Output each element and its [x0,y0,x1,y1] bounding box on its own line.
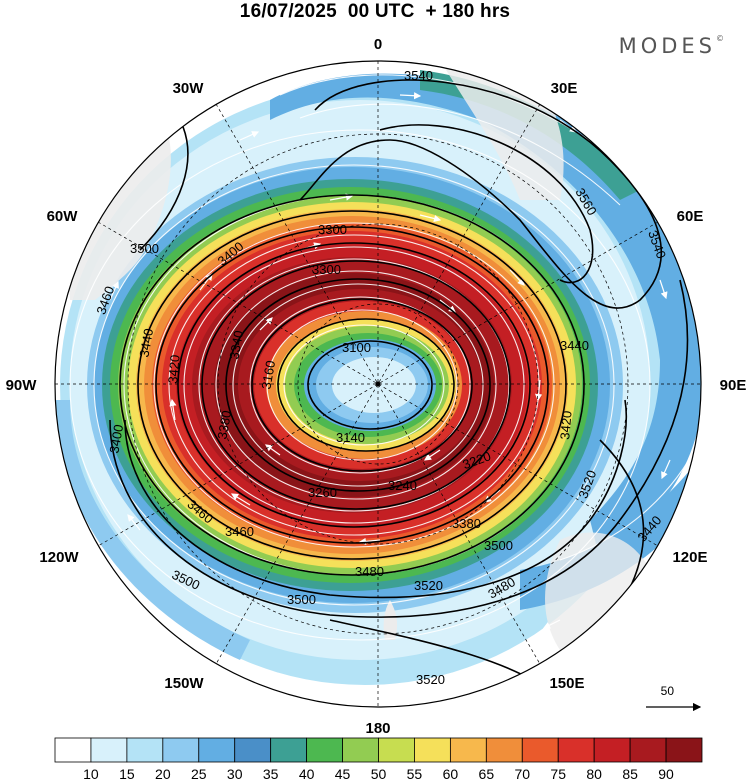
contour-label: 3500 [130,241,159,256]
colorbar-tick-label: 25 [191,766,207,782]
lon-label-90w: 90W [6,377,38,394]
colorbar-tick-label: 70 [514,766,530,782]
lon-label-150w: 150W [164,675,204,692]
colorbar-swatch [521,737,559,763]
colorbar-swatch [126,737,164,763]
map-boundary [54,60,702,708]
contour-label: 3420 [557,410,574,440]
contour-label: 3100 [342,340,371,355]
colorbar-swatch [485,737,523,763]
contour-label: 3440 [136,327,156,358]
colorbar-swatch [198,737,236,763]
lon-label-30w: 30W [173,80,205,97]
new-zealand-land [383,600,398,640]
polar-map: 3540 3560 3540 3500 3460 3440 3420 3400 … [6,36,747,737]
longitude-labels: 0 30W 30E 60W 60E 90W 90E 120W 120E 150W… [6,36,747,737]
contour-label: 3380 [214,409,234,440]
colorbar-tick-label: 40 [299,766,315,782]
contour-label: 3380 [452,516,481,531]
contour-label: 3500 [287,592,316,607]
colorbar-swatch [162,737,200,763]
colorbar-swatch [270,737,308,763]
lon-label-150e: 150E [549,675,584,692]
contour-label: 3500 [484,538,513,553]
lon-label-180: 180 [365,720,390,737]
colorbar-tick-label: 65 [479,766,495,782]
copyright-mark: © [716,34,724,43]
colorbar-swatch [378,737,415,763]
contour-label-layer: 3540 3560 3540 3500 3460 3440 3420 3400 … [93,68,669,687]
contour-label: 3520 [414,578,443,593]
lon-label-60w: 60W [47,208,79,225]
colorbar-swatch [342,737,379,763]
contour-label: 3520 [416,672,445,687]
colorbar-tick-label: 85 [622,766,638,782]
south-pole-marker [375,381,381,387]
colorbar-swatch [629,737,667,763]
colorbar-tick-label: 35 [263,766,279,782]
lon-label-0: 0 [374,36,382,53]
wind-speed-field [55,61,701,707]
chart-title: 16/07/2025 00 UTC + 180 hrs [239,1,511,22]
contour-label: 3140 [336,430,365,445]
contour-label: 3300 [312,262,341,277]
brand-name: MODES [618,34,716,58]
contour-label: 3300 [318,222,347,237]
colorbar-swatch [557,737,595,763]
contour-label: 3540 [404,68,433,83]
colorbar-tick-label: 55 [407,766,423,782]
colorbar-swatch [90,737,128,763]
colorbar-tick-labels: 10 15 20 25 30 35 40 45 50 55 60 65 70 75 80 85 90 [83,766,674,782]
colorbar-swatch [306,737,343,763]
contour-label: 3340 [226,329,246,360]
colorbar-swatch [593,737,631,763]
colorbar-tick-label: 80 [586,766,602,782]
colorbar-tick-label: 90 [658,766,674,782]
contour-label: 3420 [165,354,182,384]
colorbar-swatches [54,737,703,763]
colorbar-tick-label: 10 [83,766,99,782]
lon-label-120e: 120E [672,549,707,566]
colorbar-tick-label: 75 [550,766,566,782]
lon-label-120w: 120W [39,549,79,566]
graticule [55,61,701,707]
contour-label: 3480 [355,564,384,579]
colorbar-swatch [414,737,451,763]
colorbar-tick-label: 30 [227,766,243,782]
colorbar-swatch [665,737,703,763]
brand-logo: MODES© [619,34,724,58]
contour-label: 3460 [225,524,254,539]
colorbar-tick-label: 45 [335,766,351,782]
contour-label: 3400 [106,423,126,454]
colorbar-tick-label: 20 [155,766,171,782]
contour-label: 3440 [560,338,589,353]
colorbar-swatch [54,737,92,763]
colorbar-swatch [234,737,272,763]
colorbar: 10 15 20 25 30 35 40 45 50 55 60 65 70 75 80 85 90 [54,737,703,782]
lon-label-90e: 90E [720,377,747,394]
colorbar-tick-label: 60 [443,766,459,782]
contour-label: 3260 [308,485,337,500]
contour-label: 3160 [258,359,278,390]
colorbar-swatch [449,737,487,763]
reference-vector-label: 50 [660,684,674,698]
lon-label-30e: 30E [551,80,578,97]
colorbar-tick-label: 15 [119,766,135,782]
contour-label: 3240 [388,478,417,493]
colorbar-tick-label: 50 [371,766,387,782]
lon-label-60e: 60E [677,208,704,225]
